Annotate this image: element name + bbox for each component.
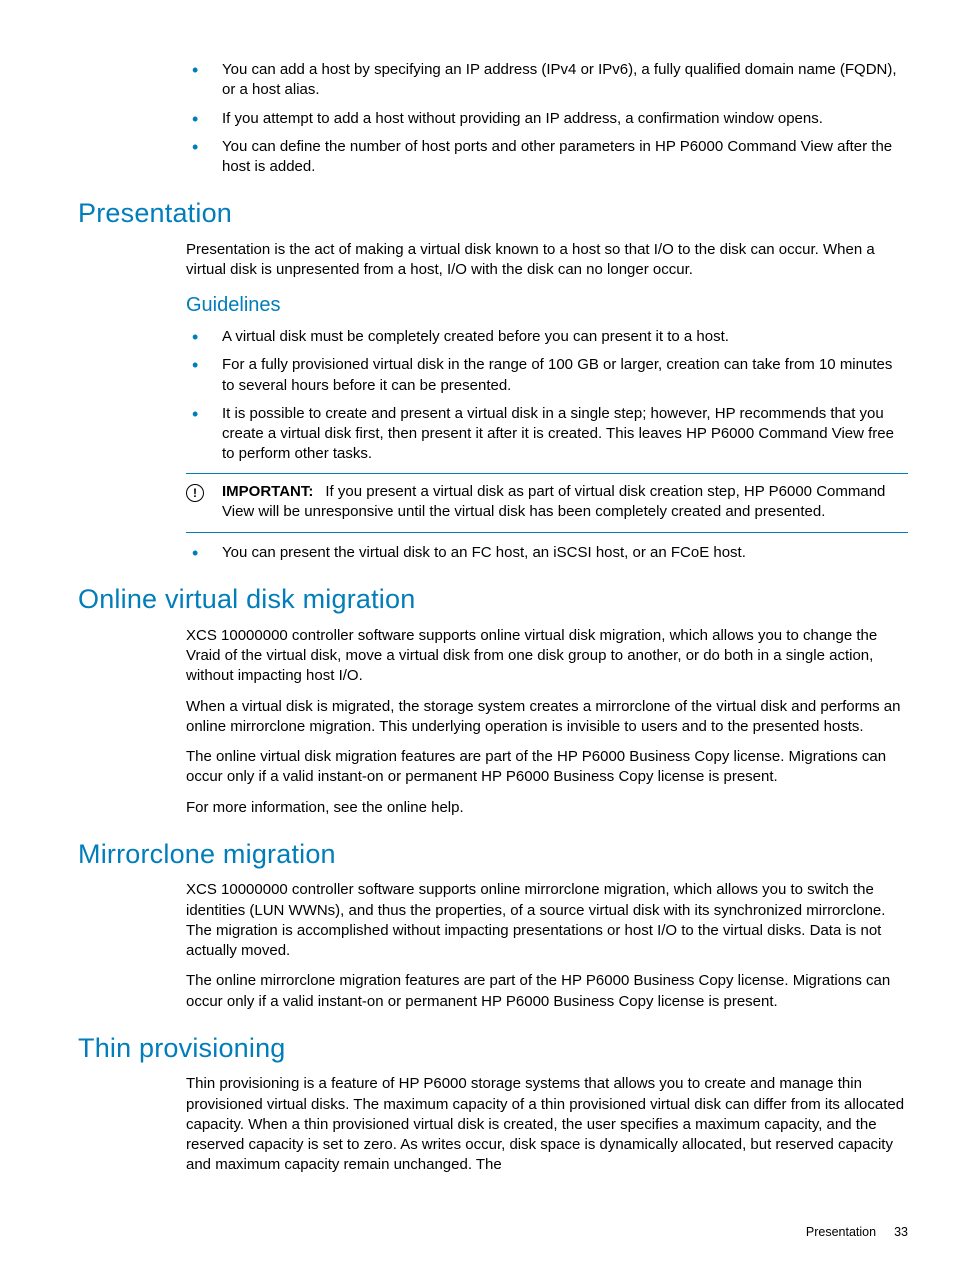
- list-item: You can define the number of host ports …: [186, 137, 908, 178]
- page-footer: Presentation 33: [806, 1224, 908, 1241]
- paragraph: XCS 10000000 controller software support…: [186, 626, 908, 687]
- guidelines-list-pre: A virtual disk must be completely create…: [186, 327, 908, 465]
- important-label: IMPORTANT:: [222, 483, 313, 500]
- list-item: It is possible to create and present a v…: [186, 404, 908, 465]
- list-item: A virtual disk must be completely create…: [186, 327, 908, 347]
- important-callout: ! IMPORTANT:If you present a virtual dis…: [186, 473, 908, 534]
- heading-guidelines: Guidelines: [186, 292, 908, 319]
- list-item-text: You can present the virtual disk to an F…: [222, 544, 746, 561]
- intro-bullet-list: You can add a host by specifying an IP a…: [186, 60, 908, 177]
- guidelines-list-post: You can present the virtual disk to an F…: [186, 543, 908, 563]
- heading-mirrorclone: Mirrorclone migration: [78, 836, 908, 872]
- list-item-text: You can define the number of host ports …: [222, 138, 892, 175]
- footer-page-number: 33: [894, 1225, 908, 1239]
- important-body: IMPORTANT:If you present a virtual disk …: [186, 482, 908, 523]
- paragraph: The online mirrorclone migration feature…: [186, 971, 908, 1012]
- paragraph: Presentation is the act of making a virt…: [186, 240, 908, 281]
- list-item: For a fully provisioned virtual disk in …: [186, 355, 908, 396]
- heading-thin-provisioning: Thin provisioning: [78, 1030, 908, 1066]
- list-item: If you attempt to add a host without pro…: [186, 109, 908, 129]
- important-icon: !: [186, 484, 204, 502]
- paragraph: XCS 10000000 controller software support…: [186, 880, 908, 961]
- list-item-text: You can add a host by specifying an IP a…: [222, 61, 897, 98]
- page-content: You can add a host by specifying an IP a…: [46, 60, 908, 1176]
- footer-section-label: Presentation: [806, 1225, 876, 1239]
- list-item: You can add a host by specifying an IP a…: [186, 60, 908, 101]
- paragraph: For more information, see the online hel…: [186, 798, 908, 818]
- paragraph: The online virtual disk migration featur…: [186, 747, 908, 788]
- paragraph: Thin provisioning is a feature of HP P60…: [186, 1074, 908, 1175]
- paragraph: When a virtual disk is migrated, the sto…: [186, 697, 908, 738]
- list-item-text: For a fully provisioned virtual disk in …: [222, 356, 892, 393]
- heading-presentation: Presentation: [78, 195, 908, 231]
- important-text: If you present a virtual disk as part of…: [222, 483, 885, 520]
- heading-online-migration: Online virtual disk migration: [78, 581, 908, 617]
- list-item-text: If you attempt to add a host without pro…: [222, 110, 823, 127]
- list-item-text: It is possible to create and present a v…: [222, 405, 894, 463]
- list-item-text: A virtual disk must be completely create…: [222, 328, 729, 345]
- list-item: You can present the virtual disk to an F…: [186, 543, 908, 563]
